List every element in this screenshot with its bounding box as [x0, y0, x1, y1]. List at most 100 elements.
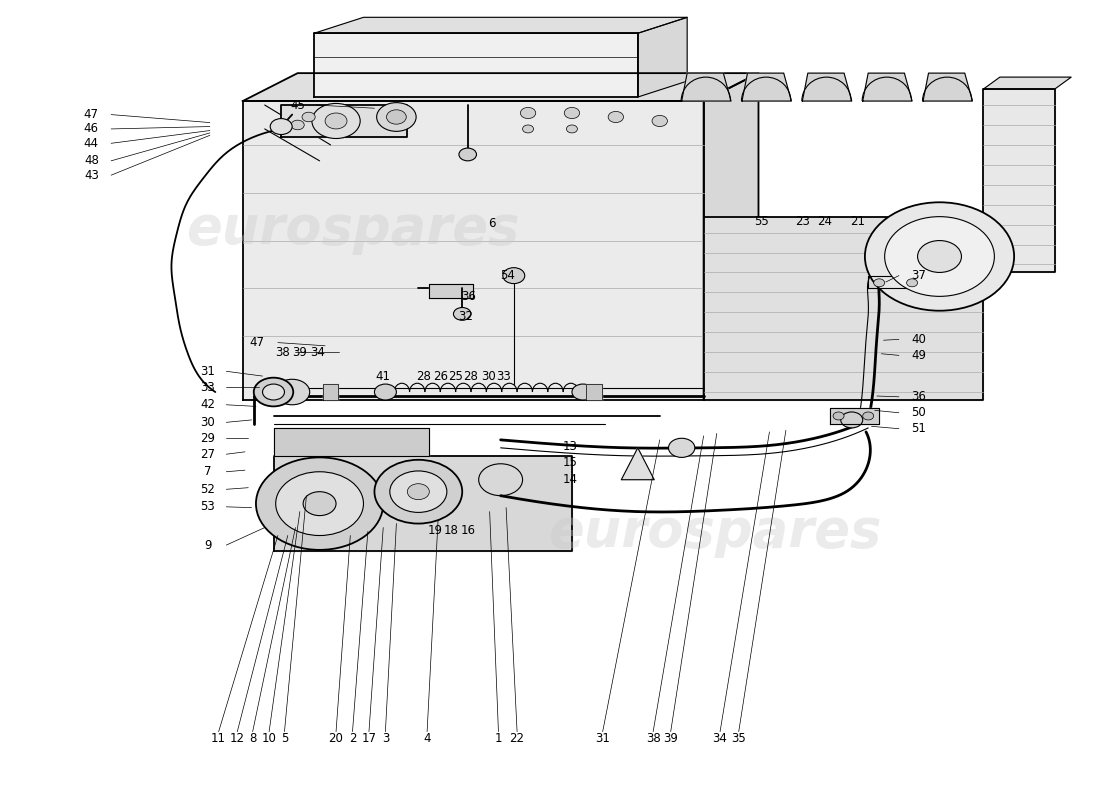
- Circle shape: [906, 279, 917, 286]
- Text: 22: 22: [509, 731, 525, 745]
- Text: 14: 14: [562, 474, 578, 486]
- Text: 15: 15: [562, 456, 578, 469]
- Polygon shape: [682, 73, 732, 101]
- Circle shape: [302, 112, 316, 122]
- Polygon shape: [243, 73, 759, 101]
- Polygon shape: [742, 73, 791, 101]
- Text: 6: 6: [488, 217, 496, 230]
- Text: 24: 24: [817, 215, 832, 228]
- Text: 51: 51: [911, 422, 926, 435]
- Polygon shape: [704, 73, 759, 400]
- Text: 38: 38: [275, 346, 289, 358]
- Circle shape: [503, 268, 525, 284]
- Text: 47: 47: [84, 108, 99, 121]
- Text: 19: 19: [427, 524, 442, 538]
- Polygon shape: [274, 428, 429, 456]
- Polygon shape: [983, 89, 1055, 273]
- Polygon shape: [274, 456, 572, 551]
- Text: 50: 50: [911, 406, 926, 419]
- Text: 38: 38: [646, 731, 660, 745]
- Text: 40: 40: [911, 333, 926, 346]
- Polygon shape: [802, 73, 851, 101]
- Text: 44: 44: [84, 137, 99, 150]
- Text: 21: 21: [849, 215, 865, 228]
- Circle shape: [453, 307, 471, 320]
- Polygon shape: [621, 448, 654, 480]
- Text: 37: 37: [911, 269, 926, 282]
- Text: 2: 2: [349, 731, 356, 745]
- Text: 29: 29: [200, 432, 216, 445]
- Circle shape: [292, 120, 305, 130]
- Text: 32: 32: [458, 310, 473, 322]
- Polygon shape: [282, 105, 407, 137]
- Text: 16: 16: [460, 524, 475, 538]
- Text: eurospares: eurospares: [548, 506, 881, 558]
- Circle shape: [608, 111, 624, 122]
- Text: 48: 48: [84, 154, 99, 167]
- Polygon shape: [586, 384, 602, 400]
- Polygon shape: [638, 18, 688, 97]
- Text: 28: 28: [463, 370, 478, 382]
- Text: 5: 5: [280, 731, 288, 745]
- Circle shape: [564, 107, 580, 118]
- Text: 12: 12: [230, 731, 245, 745]
- Circle shape: [407, 484, 429, 500]
- Text: 47: 47: [250, 336, 264, 349]
- Text: 36: 36: [911, 390, 926, 403]
- Text: 52: 52: [200, 482, 216, 496]
- Text: 8: 8: [249, 731, 256, 745]
- Text: 31: 31: [595, 731, 610, 745]
- Circle shape: [275, 379, 310, 405]
- Circle shape: [520, 107, 536, 118]
- Text: 11: 11: [211, 731, 227, 745]
- Circle shape: [254, 378, 294, 406]
- Polygon shape: [315, 18, 688, 34]
- Polygon shape: [243, 101, 704, 400]
- Text: 1: 1: [495, 731, 503, 745]
- Text: 7: 7: [204, 466, 211, 478]
- Circle shape: [572, 384, 594, 400]
- Text: 13: 13: [562, 440, 578, 453]
- Text: 33: 33: [496, 370, 512, 382]
- Text: 34: 34: [310, 346, 324, 358]
- Text: 35: 35: [732, 731, 746, 745]
- Circle shape: [652, 115, 668, 126]
- Circle shape: [326, 113, 346, 129]
- Text: 43: 43: [84, 169, 99, 182]
- Polygon shape: [868, 277, 923, 288]
- Polygon shape: [983, 77, 1071, 89]
- Polygon shape: [862, 73, 912, 101]
- Text: 41: 41: [376, 370, 390, 382]
- Text: 28: 28: [417, 370, 431, 382]
- Text: 34: 34: [713, 731, 727, 745]
- Text: 30: 30: [481, 370, 496, 382]
- Circle shape: [566, 125, 578, 133]
- Text: 30: 30: [200, 416, 214, 429]
- Circle shape: [862, 412, 873, 420]
- Polygon shape: [704, 217, 983, 400]
- Text: 25: 25: [448, 370, 463, 382]
- Text: 20: 20: [329, 731, 343, 745]
- Text: 45: 45: [290, 98, 305, 111]
- Circle shape: [840, 412, 862, 428]
- Text: 33: 33: [200, 381, 214, 394]
- Circle shape: [669, 438, 695, 458]
- Text: 54: 54: [499, 269, 515, 282]
- Text: 27: 27: [200, 448, 216, 461]
- Text: 31: 31: [200, 365, 216, 378]
- Circle shape: [276, 472, 363, 535]
- Text: 49: 49: [911, 349, 926, 362]
- Polygon shape: [323, 384, 338, 400]
- Text: 55: 55: [755, 215, 769, 228]
- Circle shape: [263, 384, 285, 400]
- Text: 36: 36: [461, 290, 476, 303]
- Text: 26: 26: [432, 370, 448, 382]
- Circle shape: [304, 492, 336, 515]
- Text: 23: 23: [795, 215, 810, 228]
- Polygon shape: [429, 285, 473, 298]
- Circle shape: [522, 125, 534, 133]
- Circle shape: [374, 460, 462, 523]
- Circle shape: [873, 279, 884, 286]
- Circle shape: [884, 217, 994, 296]
- Circle shape: [833, 412, 844, 420]
